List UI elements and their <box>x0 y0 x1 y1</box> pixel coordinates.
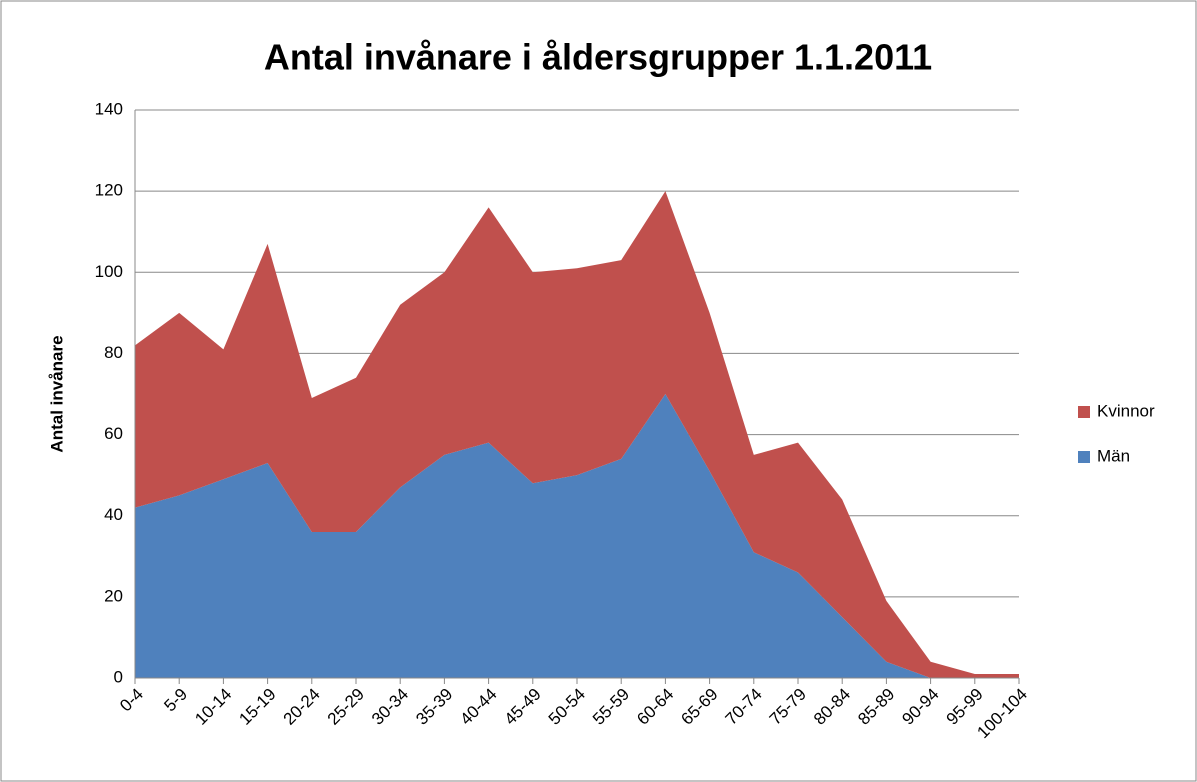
legend-label: Män <box>1097 446 1130 465</box>
legend-swatch <box>1078 406 1090 418</box>
y-tick-label: 0 <box>114 667 123 686</box>
y-tick-label: 80 <box>104 343 123 362</box>
y-tick-label: 20 <box>104 586 123 605</box>
legend-label: Kvinnor <box>1097 401 1155 420</box>
y-tick-label: 120 <box>95 181 123 200</box>
y-tick-label: 140 <box>95 99 123 118</box>
chart-title: Antal invånare i åldersgrupper 1.1.2011 <box>264 37 932 78</box>
y-tick-label: 40 <box>104 505 123 524</box>
area <box>135 191 1019 678</box>
y-tick-label: 100 <box>95 262 123 281</box>
y-axis-label: Antal invånare <box>47 335 66 452</box>
y-tick-label: 60 <box>104 424 123 443</box>
legend-swatch <box>1078 451 1090 463</box>
area <box>135 394 1019 678</box>
